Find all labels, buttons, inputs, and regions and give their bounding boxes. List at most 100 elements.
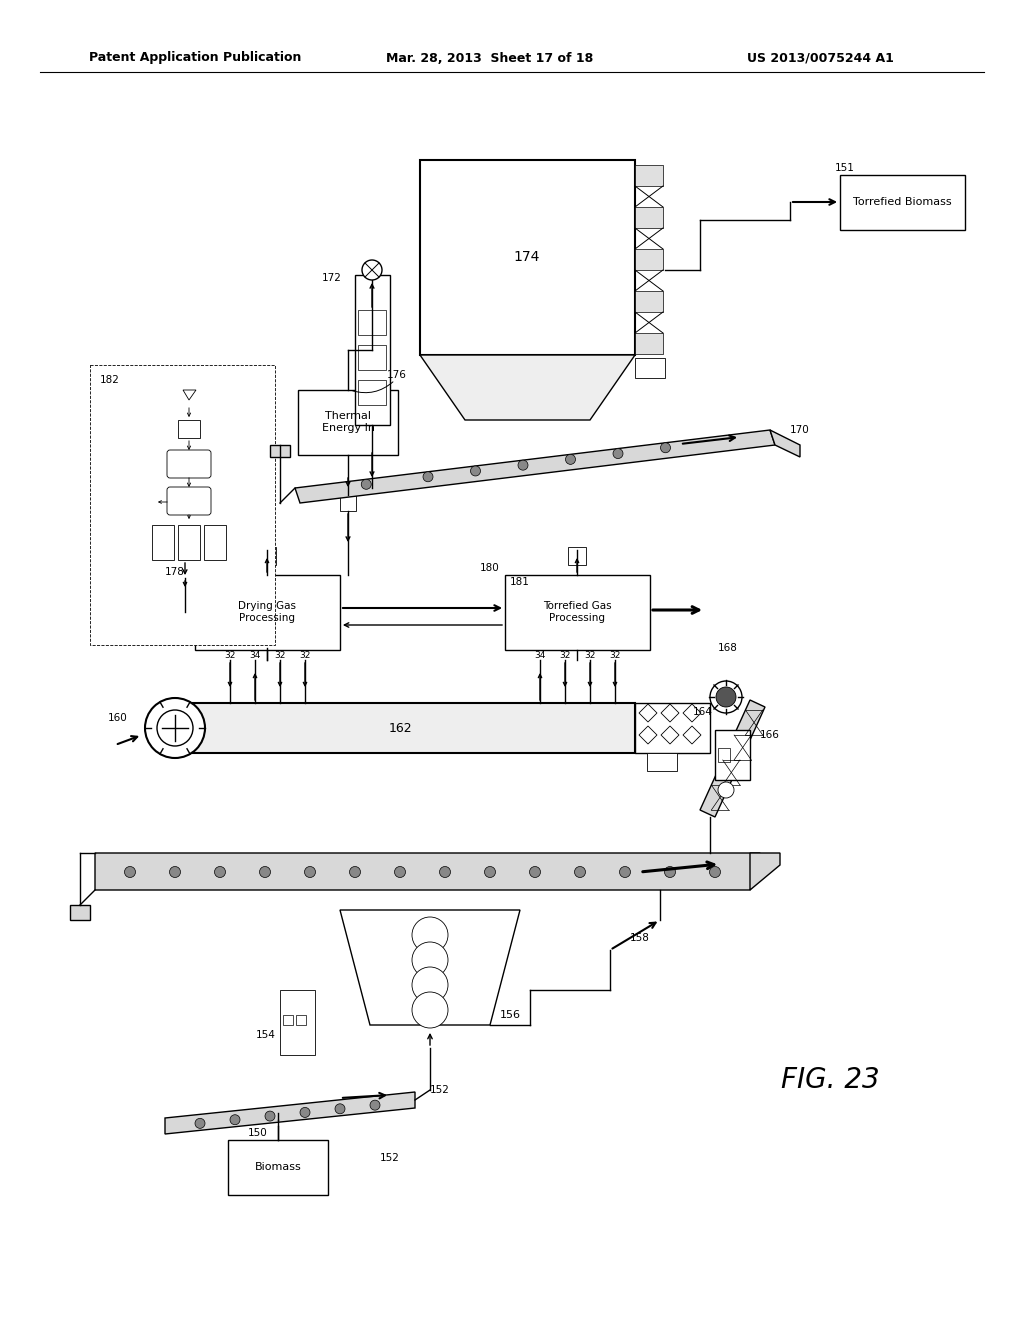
Polygon shape	[165, 1092, 415, 1134]
Text: Thermal
Energy In: Thermal Energy In	[322, 412, 375, 433]
Polygon shape	[770, 430, 800, 457]
Circle shape	[195, 1118, 205, 1129]
Text: 156: 156	[500, 1010, 521, 1020]
FancyBboxPatch shape	[167, 450, 211, 478]
Circle shape	[265, 1111, 275, 1121]
Polygon shape	[295, 430, 775, 503]
Polygon shape	[95, 853, 760, 890]
Circle shape	[300, 1107, 310, 1118]
Polygon shape	[750, 853, 780, 890]
Text: 174: 174	[514, 249, 541, 264]
Bar	[420, 160, 635, 355]
Circle shape	[304, 866, 315, 878]
Circle shape	[214, 866, 225, 878]
Polygon shape	[683, 704, 701, 722]
Text: Mar. 28, 2013  Sheet 17 of 18: Mar. 28, 2013 Sheet 17 of 18	[386, 51, 594, 65]
Circle shape	[230, 1114, 240, 1125]
Polygon shape	[635, 290, 663, 312]
Bar	[195, 576, 340, 649]
Text: Torrefied Biomass: Torrefied Biomass	[853, 197, 951, 207]
Text: 168: 168	[718, 643, 738, 653]
Circle shape	[145, 698, 205, 758]
Polygon shape	[420, 355, 635, 420]
Bar	[228, 1140, 328, 1195]
Bar	[298, 389, 398, 455]
Bar	[296, 1015, 306, 1026]
Bar	[718, 748, 730, 762]
Bar	[635, 358, 665, 378]
Circle shape	[484, 866, 496, 878]
Text: US 2013/0075244 A1: US 2013/0075244 A1	[746, 51, 893, 65]
Circle shape	[259, 866, 270, 878]
Polygon shape	[662, 726, 679, 744]
Text: 32: 32	[299, 652, 310, 660]
Bar	[258, 546, 276, 565]
Circle shape	[718, 781, 734, 799]
Circle shape	[665, 866, 676, 878]
Text: 152: 152	[430, 1085, 450, 1096]
Polygon shape	[70, 906, 90, 920]
Circle shape	[157, 710, 193, 746]
Circle shape	[412, 917, 449, 953]
Circle shape	[412, 968, 449, 1003]
Bar	[647, 752, 677, 771]
Text: 162: 162	[388, 722, 412, 734]
Polygon shape	[639, 704, 657, 722]
Polygon shape	[340, 909, 520, 1026]
Circle shape	[125, 866, 135, 878]
Text: 150: 150	[248, 1129, 267, 1138]
Text: FIG. 23: FIG. 23	[780, 1067, 880, 1094]
Text: 176: 176	[387, 370, 407, 380]
Circle shape	[423, 471, 433, 482]
Circle shape	[716, 686, 736, 708]
Polygon shape	[183, 389, 196, 400]
Bar	[178, 525, 200, 560]
Circle shape	[370, 1100, 380, 1110]
Circle shape	[660, 442, 671, 453]
Text: 181: 181	[510, 577, 529, 587]
Circle shape	[349, 866, 360, 878]
Polygon shape	[270, 445, 290, 457]
Polygon shape	[635, 165, 663, 186]
Bar	[283, 1015, 293, 1026]
Text: 182: 182	[100, 375, 120, 385]
Text: 154: 154	[256, 1030, 275, 1040]
Text: 151: 151	[835, 162, 855, 173]
Text: 164: 164	[693, 708, 713, 717]
Polygon shape	[662, 704, 679, 722]
Text: 32: 32	[609, 652, 621, 660]
Text: 32: 32	[274, 652, 286, 660]
Circle shape	[565, 454, 575, 465]
Text: Torrefied Gas
Processing: Torrefied Gas Processing	[543, 601, 611, 623]
Bar	[505, 576, 650, 649]
Text: 166: 166	[760, 730, 780, 741]
Polygon shape	[635, 333, 663, 354]
Text: Patent Application Publication: Patent Application Publication	[89, 51, 301, 65]
Polygon shape	[700, 700, 765, 817]
Polygon shape	[635, 207, 663, 228]
Text: 170: 170	[790, 425, 810, 436]
Circle shape	[470, 466, 480, 477]
Circle shape	[620, 866, 631, 878]
Circle shape	[412, 942, 449, 978]
Circle shape	[361, 479, 372, 490]
Circle shape	[394, 866, 406, 878]
Bar	[280, 990, 315, 1055]
Text: Drying Gas
Processing: Drying Gas Processing	[238, 601, 296, 623]
Circle shape	[518, 461, 528, 470]
Polygon shape	[683, 726, 701, 744]
Bar	[340, 495, 356, 511]
Bar	[358, 345, 386, 370]
Bar	[358, 380, 386, 405]
Circle shape	[439, 866, 451, 878]
Polygon shape	[639, 726, 657, 744]
Circle shape	[613, 449, 623, 458]
Circle shape	[362, 260, 382, 280]
Bar	[635, 704, 710, 752]
Circle shape	[412, 993, 449, 1028]
Text: Biomass: Biomass	[255, 1162, 301, 1172]
Text: 160: 160	[108, 713, 128, 723]
Bar	[175, 704, 635, 752]
Bar	[358, 310, 386, 335]
Circle shape	[574, 866, 586, 878]
